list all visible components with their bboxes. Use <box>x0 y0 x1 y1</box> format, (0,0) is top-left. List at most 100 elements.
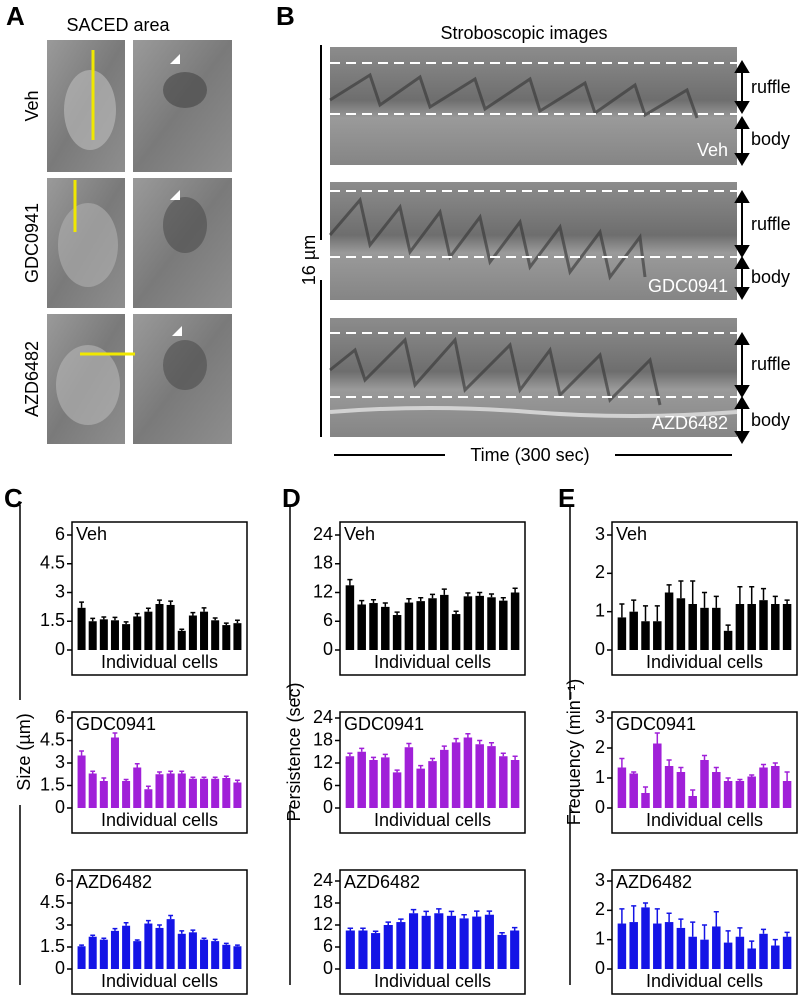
error-bar <box>212 938 218 942</box>
bar <box>617 923 627 969</box>
bar <box>735 781 745 808</box>
bar <box>211 620 220 650</box>
bar <box>383 925 393 969</box>
error-bar <box>690 921 696 937</box>
bar <box>133 616 142 650</box>
error-bar <box>642 786 649 793</box>
error-bar <box>642 605 649 622</box>
error-bar <box>678 580 684 599</box>
y-tick-label: 0 <box>55 639 65 659</box>
bar <box>233 782 242 808</box>
error-bar <box>784 599 790 604</box>
error-bar <box>725 930 731 943</box>
error-bar <box>511 926 518 931</box>
y-tick-label: 4.5 <box>40 892 65 912</box>
error-bar <box>212 617 218 621</box>
y-tick-label: 1.5 <box>40 936 65 956</box>
error-bar <box>201 607 207 612</box>
bar <box>357 751 366 808</box>
y-tick-label: 1.5 <box>40 774 65 794</box>
error-bar <box>168 770 174 774</box>
error-bar <box>223 775 229 778</box>
plot-frame <box>71 521 248 676</box>
y-tick-label: 0 <box>55 958 65 978</box>
error-bar <box>631 905 637 923</box>
y-tick-label: 18 <box>313 553 333 573</box>
error-bar <box>79 750 84 756</box>
y-axis-label: Persistence (sec) <box>284 682 304 821</box>
bar <box>381 757 390 808</box>
x-axis-label: Individual cells <box>374 971 491 991</box>
bar <box>700 607 709 650</box>
error-bar <box>737 778 743 781</box>
bar <box>188 932 197 969</box>
bar <box>200 939 209 969</box>
bar <box>77 946 86 969</box>
bar <box>200 778 209 808</box>
error-bar <box>79 601 84 608</box>
panel-letter: B <box>276 1 295 31</box>
error-bar <box>157 599 162 604</box>
error-bar <box>500 752 506 757</box>
chart-title: GDC0941 <box>616 714 696 734</box>
error-bar <box>760 928 767 934</box>
bar <box>177 630 186 650</box>
chart-title: GDC0941 <box>76 714 156 734</box>
bar <box>428 598 437 650</box>
bar <box>122 925 131 969</box>
bar <box>404 602 414 650</box>
y-tick-label: 1.5 <box>40 610 65 630</box>
bar <box>782 936 792 969</box>
bar <box>99 939 108 969</box>
y-tick-label: 24 <box>313 707 333 727</box>
error-bar <box>429 593 436 599</box>
error-bar <box>398 918 404 923</box>
y-axis-label: Size (µm) <box>14 713 34 790</box>
bar <box>723 781 733 808</box>
error-bar <box>212 776 218 779</box>
error-bar <box>760 763 767 768</box>
bar <box>629 773 638 808</box>
error-bar <box>157 924 162 928</box>
x-axis-label: Individual cells <box>374 810 491 830</box>
error-bar <box>441 588 447 595</box>
error-bar <box>423 910 429 916</box>
error-bar <box>725 777 731 781</box>
error-bar <box>619 603 625 618</box>
plot-frame <box>71 869 248 995</box>
chart-title: Veh <box>76 524 107 544</box>
error-bar <box>772 938 778 946</box>
bar <box>688 936 697 969</box>
bar <box>451 614 461 650</box>
error-bar <box>772 762 778 766</box>
bar <box>451 742 461 808</box>
error-bar <box>382 602 388 607</box>
error-bar <box>441 745 447 750</box>
bar <box>358 930 368 969</box>
error-bar <box>406 742 412 748</box>
bar <box>211 941 220 969</box>
error-bar <box>370 756 377 760</box>
error-bar <box>347 578 353 586</box>
bar <box>233 946 242 969</box>
bar <box>771 766 780 808</box>
bar <box>664 922 674 969</box>
error-bar <box>123 621 129 625</box>
body-label: body <box>751 410 790 430</box>
bar <box>771 604 780 650</box>
error-bar <box>112 927 118 931</box>
y-tick-label: 6 <box>55 870 65 890</box>
stroboscopic-images <box>320 45 750 456</box>
bar <box>497 934 507 969</box>
error-bar <box>134 763 140 768</box>
bar <box>357 604 366 650</box>
error-bar <box>713 766 719 772</box>
error-bar <box>713 595 719 608</box>
error-bar <box>453 737 459 743</box>
plot-frame <box>71 711 248 834</box>
bar <box>416 601 425 650</box>
bar <box>371 933 381 969</box>
error-bar <box>760 587 767 601</box>
bar <box>166 604 175 650</box>
error-bar <box>418 764 424 769</box>
